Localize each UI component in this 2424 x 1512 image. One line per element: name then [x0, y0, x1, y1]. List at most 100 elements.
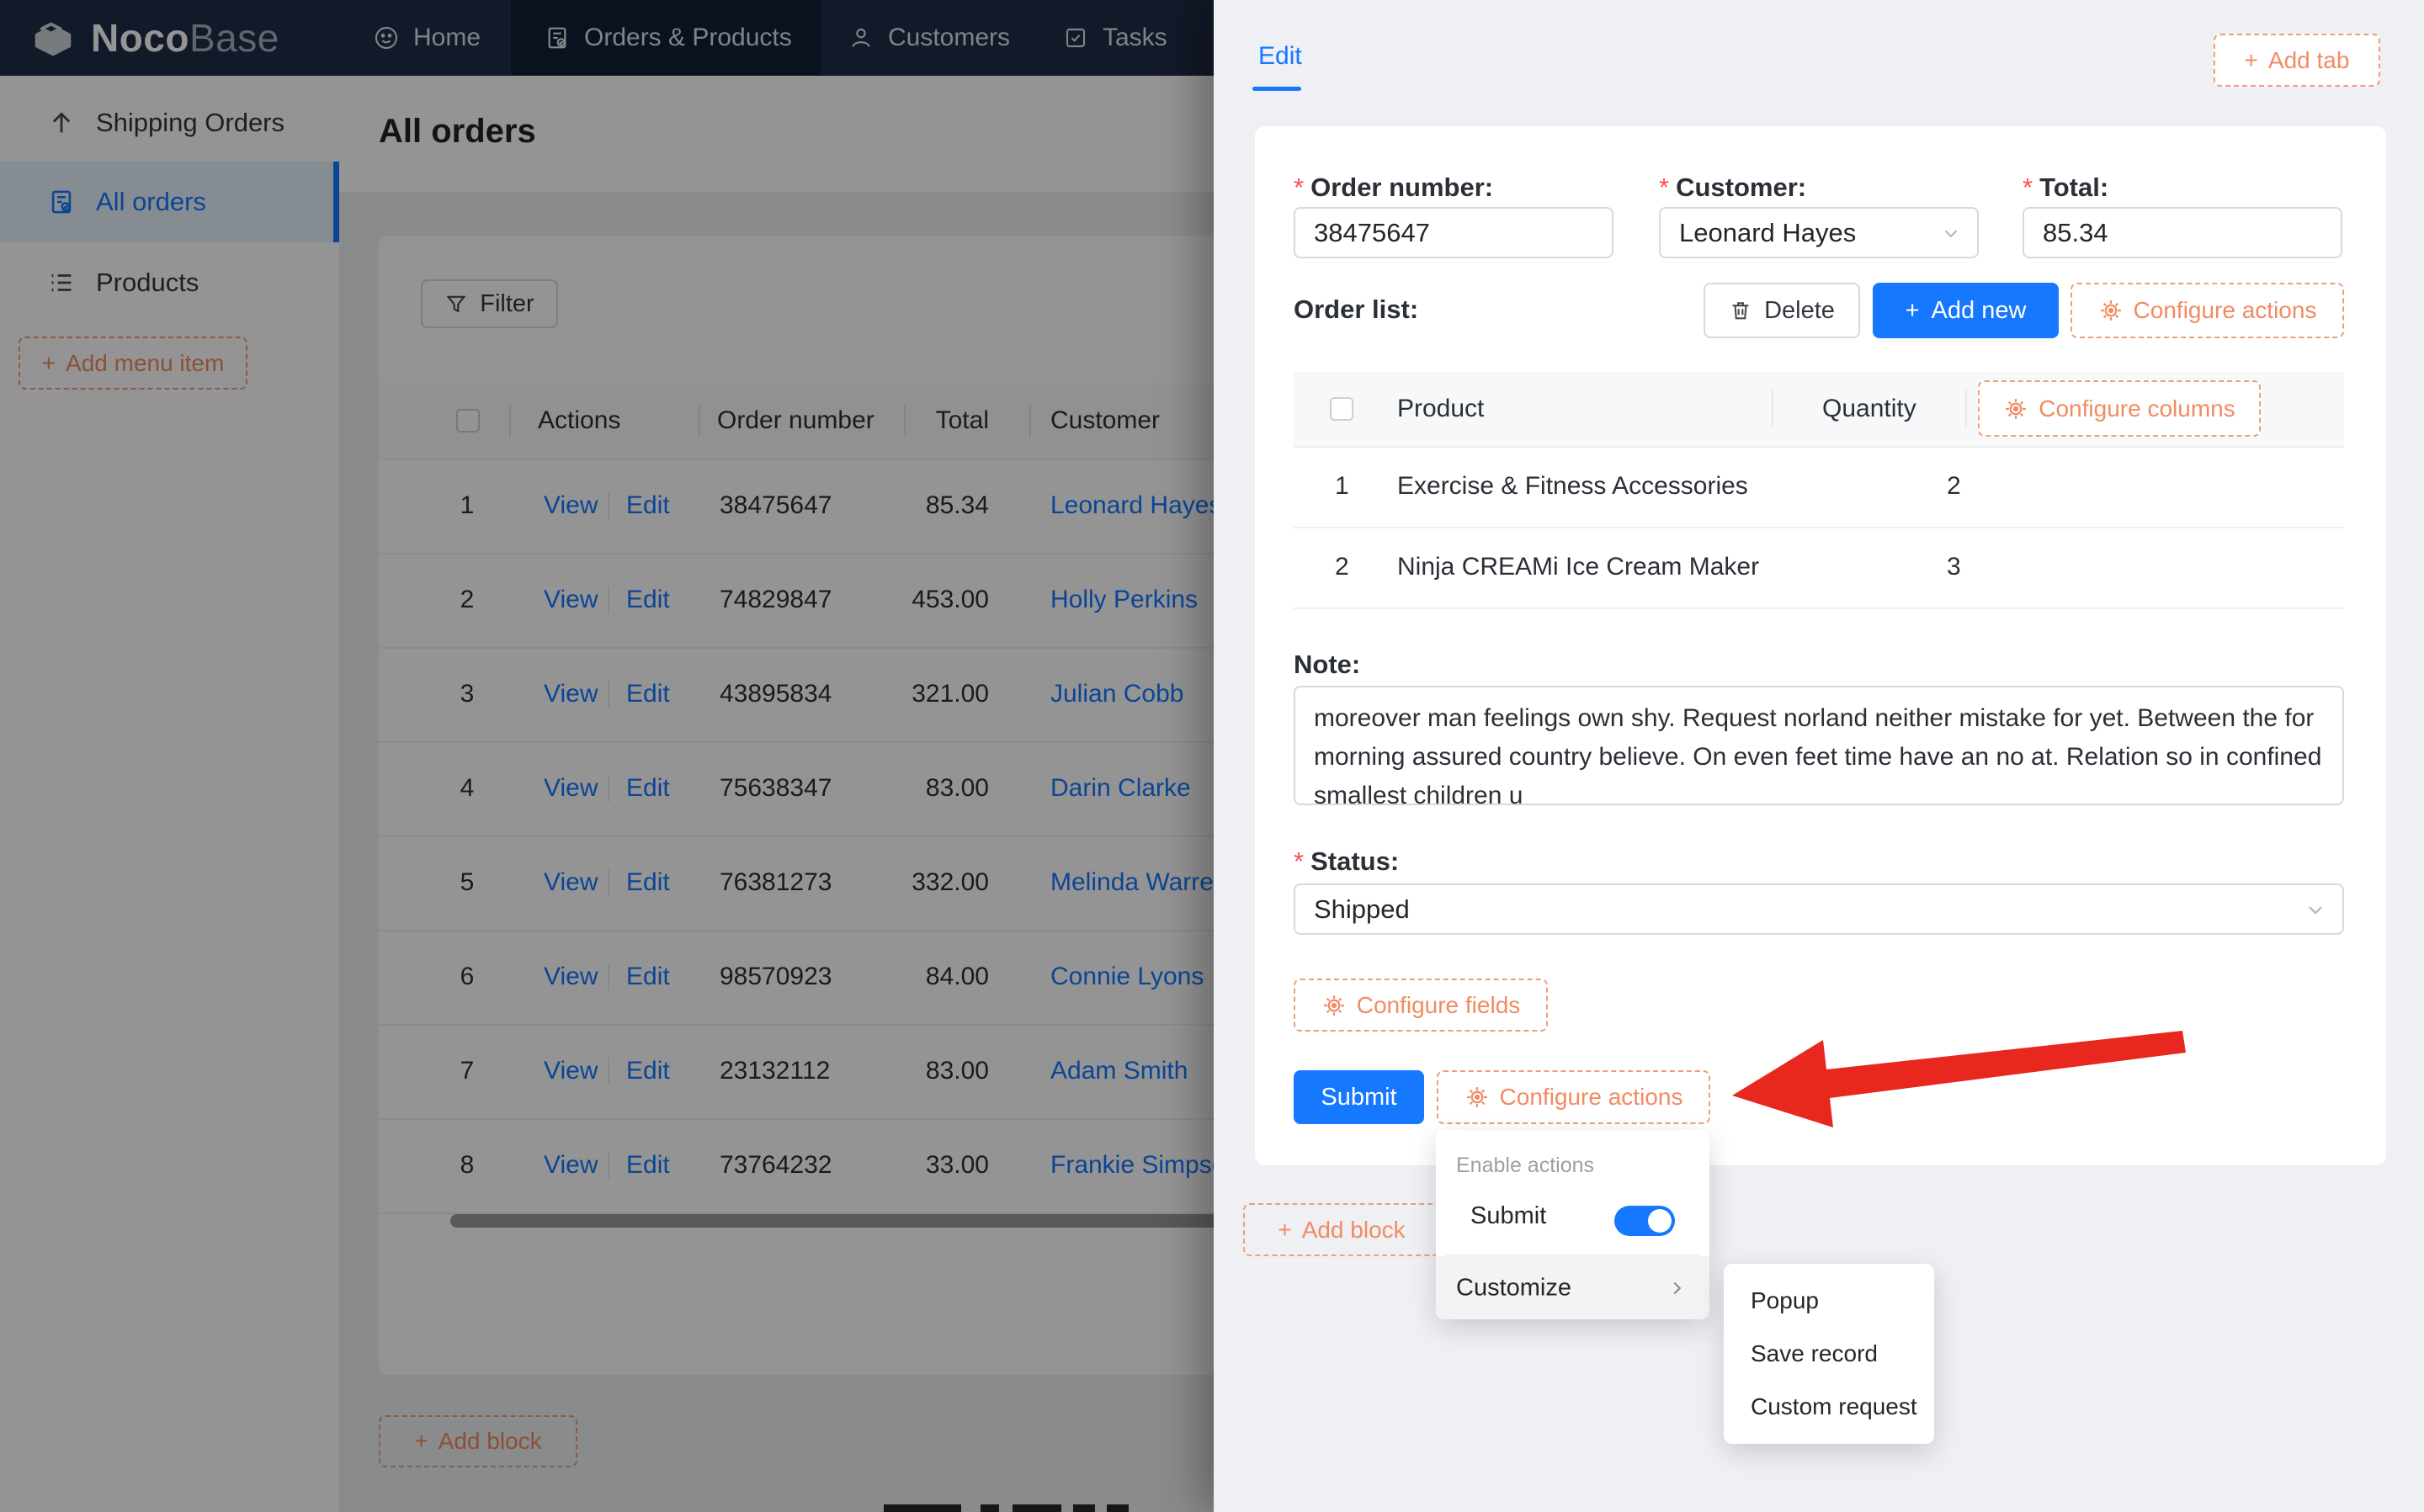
nav-item-customers[interactable]: Customers: [848, 0, 1010, 76]
view-link[interactable]: View: [544, 774, 598, 802]
view-link[interactable]: View: [544, 1151, 598, 1179]
total-cell: 83.00: [925, 774, 989, 802]
add-block-button-main[interactable]: + Add block: [379, 1415, 577, 1467]
sidebar-item-all-orders[interactable]: All orders: [0, 162, 339, 242]
brand-name-bold: Noco: [91, 16, 189, 60]
customer-link[interactable]: Adam Smith: [1050, 1057, 1188, 1085]
sidebar-item-label: All orders: [96, 187, 206, 216]
total-label: * Total:: [2023, 172, 2109, 202]
row-index: 8: [460, 1151, 475, 1179]
customer-link[interactable]: Darin Clarke: [1050, 774, 1191, 802]
filter-button[interactable]: Filter: [421, 279, 558, 328]
required-mark: *: [1294, 846, 1305, 876]
status-select[interactable]: Shipped: [1294, 883, 2344, 935]
nav-item-home[interactable]: Home: [373, 0, 481, 76]
sidebar-item-products[interactable]: Products: [0, 242, 339, 323]
submenu-item-custom-request[interactable]: Custom request: [1751, 1393, 1917, 1419]
customize-submenu: Popup Save record Custom request: [1724, 1264, 1934, 1444]
view-link[interactable]: View: [544, 868, 598, 896]
submenu-item-save-record[interactable]: Save record: [1751, 1340, 1878, 1366]
configure-actions-button-orderlist[interactable]: Configure actions: [2070, 283, 2344, 338]
customer-link[interactable]: Frankie Simpson: [1050, 1151, 1214, 1179]
orders-document-icon: [544, 24, 571, 51]
menu-item-submit[interactable]: Submit: [1470, 1202, 1547, 1229]
nav-item-tasks[interactable]: Tasks: [1062, 0, 1167, 76]
order-number-input[interactable]: 38475647: [1294, 207, 1613, 258]
table-row: 5 View Edit 76381273 332.00 Melinda Warr…: [379, 836, 1214, 931]
customer-link[interactable]: Leonard Hayes: [1050, 491, 1214, 519]
configure-actions-label: Configure actions: [1499, 1084, 1683, 1110]
horizontal-scrollbar-thumb[interactable]: [450, 1214, 1214, 1228]
required-mark: *: [1294, 172, 1305, 202]
edit-link[interactable]: Edit: [626, 680, 670, 708]
delete-label: Delete: [1764, 296, 1835, 324]
main-content: All orders Filter Actions Order number: [339, 76, 1214, 1512]
customer-select[interactable]: Leonard Hayes: [1659, 207, 1979, 258]
configure-fields-button[interactable]: Configure fields: [1294, 979, 1548, 1032]
menu-item-customize[interactable]: Customize: [1436, 1256, 1709, 1319]
select-all-checkbox[interactable]: [1330, 397, 1353, 421]
customer-link[interactable]: Julian Cobb: [1050, 680, 1184, 708]
customize-label: Customize: [1456, 1274, 1571, 1301]
total-cell: 332.00: [912, 868, 989, 896]
edit-link[interactable]: Edit: [626, 774, 670, 802]
edit-link[interactable]: Edit: [626, 963, 670, 990]
nav-item-orders-products[interactable]: Orders & Products: [544, 0, 792, 76]
column-header-product[interactable]: Product: [1397, 395, 1485, 422]
configure-actions-button-form[interactable]: Configure actions: [1437, 1070, 1710, 1124]
column-header-total[interactable]: Total: [935, 406, 989, 434]
add-block-label: Add block: [438, 1428, 542, 1454]
tab-edit[interactable]: Edit: [1258, 42, 1302, 70]
nav-item-label: Orders & Products: [584, 24, 792, 51]
submit-button[interactable]: Submit: [1294, 1070, 1424, 1124]
gear-icon: [2098, 298, 2124, 323]
chevron-right-icon: [1666, 1277, 1688, 1299]
edit-link[interactable]: Edit: [626, 1151, 670, 1179]
add-menu-item-button[interactable]: + Add menu item: [19, 337, 247, 390]
column-header-actions[interactable]: Actions: [538, 406, 621, 434]
plus-icon: +: [1278, 1216, 1292, 1243]
table-row: 6 View Edit 98570923 84.00 Connie Lyons: [379, 930, 1214, 1026]
edit-link[interactable]: Edit: [626, 1057, 670, 1085]
view-link[interactable]: View: [544, 1057, 598, 1085]
brand-logo[interactable]: NocoBase: [29, 0, 279, 76]
table-row: 7 View Edit 23132112 83.00 Adam Smith: [379, 1024, 1214, 1120]
home-smiley-icon: [373, 24, 400, 51]
view-link[interactable]: View: [544, 586, 598, 613]
view-link[interactable]: View: [544, 680, 598, 708]
order-list-label: Order list:: [1294, 294, 1419, 324]
select-all-checkbox[interactable]: [456, 409, 480, 432]
note-textarea[interactable]: moreover man feelings own shy. Request n…: [1294, 686, 2344, 809]
customer-link[interactable]: Connie Lyons: [1050, 963, 1204, 990]
row-index: 4: [460, 774, 475, 802]
view-link[interactable]: View: [544, 491, 598, 519]
customer-label: * Customer:: [1659, 172, 1807, 202]
customer-link[interactable]: Melinda Warren: [1050, 868, 1214, 896]
row-index: 5: [460, 868, 475, 896]
edit-link[interactable]: Edit: [626, 868, 670, 896]
submit-toggle-on[interactable]: [1614, 1206, 1675, 1236]
total-input[interactable]: 85.34: [2023, 207, 2342, 258]
sidebar-item-shipping-orders[interactable]: Shipping Orders: [0, 84, 339, 162]
list-icon: [47, 268, 76, 297]
customer-link[interactable]: Holly Perkins: [1050, 586, 1199, 613]
column-header-customer[interactable]: Customer: [1050, 406, 1161, 434]
configure-columns-button[interactable]: Configure columns: [1978, 380, 2261, 437]
configure-fields-label: Configure fields: [1356, 991, 1521, 1018]
add-tab-button[interactable]: + Add tab: [2214, 34, 2380, 87]
filter-label: Filter: [480, 289, 534, 317]
edit-link[interactable]: Edit: [626, 586, 670, 613]
add-new-button[interactable]: + Add new: [1873, 283, 2059, 338]
edit-link[interactable]: Edit: [626, 491, 670, 519]
delete-button[interactable]: Delete: [1704, 283, 1860, 338]
column-header-order-number[interactable]: Order number: [717, 406, 874, 434]
add-block-button-drawer[interactable]: + Add block: [1243, 1203, 1440, 1256]
view-link[interactable]: View: [544, 963, 598, 990]
product-link[interactable]: Exercise & Fitness Accessories: [1397, 472, 1748, 500]
required-mark: *: [1659, 172, 1670, 202]
submenu-item-popup[interactable]: Popup: [1751, 1287, 1819, 1313]
product-link[interactable]: Ninja CREAMi Ice Cream Maker: [1397, 553, 1760, 581]
drawer-backdrop-mask[interactable]: [0, 0, 1214, 1512]
column-header-quantity[interactable]: Quantity: [1822, 395, 1916, 422]
